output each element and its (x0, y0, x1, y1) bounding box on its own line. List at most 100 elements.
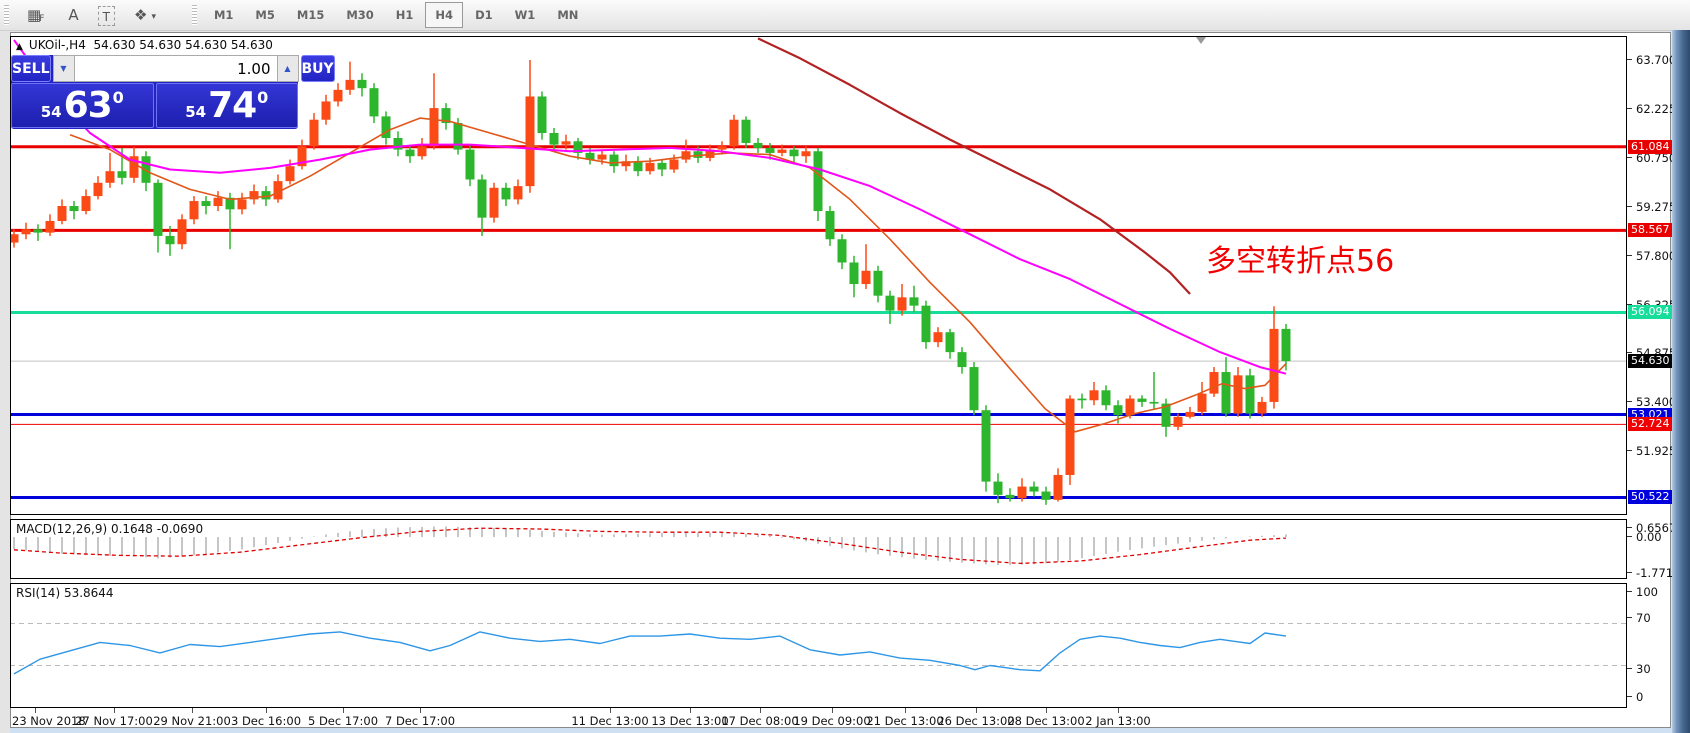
price-tick (1627, 401, 1632, 403)
macd-label: MACD(12,26,9) 0.1648 -0.0690 (16, 522, 204, 536)
line-studies-toolbar: ▦ F A T ❖ ▾ (15, 4, 168, 26)
sell-price-small: 54 (40, 102, 62, 121)
time-tick (690, 708, 691, 713)
time-tick-label[interactable]: 21 Dec 13:00 (866, 714, 944, 728)
toolbar-grip[interactable] (4, 5, 9, 25)
current-price-tag: 54.630 (1628, 354, 1678, 369)
indicator-tick (1627, 617, 1632, 618)
price-tick-label: 51.925 (1636, 443, 1677, 458)
time-tick-label[interactable]: 13 Dec 13:00 (651, 714, 729, 728)
time-tick (760, 708, 761, 713)
time-tick (610, 708, 611, 713)
timeframe-d1[interactable]: D1 (475, 8, 493, 22)
time-tick-label[interactable]: 7 Dec 17:00 (384, 714, 456, 728)
main-chart-canvas[interactable] (10, 36, 1631, 515)
price-tick (1627, 255, 1632, 257)
buy-price-small: 54 (185, 102, 207, 121)
time-tick-label[interactable]: 3 Dec 16:00 (230, 714, 302, 728)
time-tick-label[interactable]: 17 Dec 08:00 (721, 714, 799, 728)
volume-input[interactable] (74, 55, 277, 82)
level-price-tag: 58.567 (1628, 223, 1678, 238)
chart-header: ▲ UKOil-,H4 54.630 54.630 54.630 54.630 (16, 38, 273, 52)
arrows-icon[interactable]: ❖ ▾ (133, 6, 156, 24)
rsi-label: RSI(14) 53.8644 (16, 586, 114, 600)
buy-button[interactable]: BUY (300, 55, 335, 82)
time-tick (976, 708, 977, 713)
rsi-chart-canvas[interactable] (10, 583, 1627, 708)
time-tick (832, 708, 833, 713)
text-label-icon[interactable]: T (97, 6, 115, 26)
timeframe-mn[interactable]: MN (557, 8, 579, 22)
indicator-tick-label: 0 (1636, 690, 1644, 704)
fibonacci-grid-icon[interactable]: ▦ F (27, 6, 45, 24)
time-tick-label[interactable]: 28 Dec 13:00 (1007, 714, 1085, 728)
level-price-tag: 52.724 (1628, 417, 1678, 432)
chart-shift-marker[interactable] (1196, 37, 1206, 44)
buy-price-sup: 0 (257, 88, 269, 107)
timeframe-toolbar-grip[interactable] (191, 5, 197, 25)
price-tick-label: 57.800 (1636, 248, 1677, 263)
indicator-tick (1627, 668, 1632, 669)
price-tick (1627, 450, 1632, 452)
volume-increase-button[interactable]: ▲ (276, 55, 299, 82)
time-tick-label[interactable]: 23 Nov 2018 (12, 714, 86, 728)
indicator-tick-label: 0.6567 (1636, 521, 1677, 535)
price-tick (1627, 157, 1632, 159)
level-price-tag: 56.094 (1628, 305, 1678, 320)
sell-price-sup: 0 (112, 88, 124, 107)
price-tick (1627, 304, 1632, 306)
text-icon[interactable]: A (68, 6, 79, 24)
window-bottom-border (10, 728, 1672, 733)
indicator-tick-label: 100 (1636, 585, 1658, 599)
timeframe-m30[interactable]: M30 (346, 8, 374, 22)
time-tick-label[interactable]: 19 Dec 09:00 (793, 714, 871, 728)
time-tick-label[interactable]: 2 Jan 13:00 (1085, 714, 1151, 728)
timeframe-h1[interactable]: H1 (395, 8, 414, 22)
one-click-trading-panel: SELL ▼ ▲ BUY 54 63 0 54 74 0 (11, 55, 335, 129)
time-tick (1118, 708, 1119, 713)
price-tick-label: 53.400 (1636, 394, 1677, 409)
window-right-border (1672, 30, 1690, 733)
macd-chart-canvas[interactable] (10, 519, 1627, 579)
indicator-tick (1627, 536, 1632, 537)
time-tick (420, 708, 421, 713)
time-tick (266, 708, 267, 713)
time-tick-label[interactable]: 26 Dec 13:00 (937, 714, 1015, 728)
indicator-tick (1627, 591, 1632, 592)
timeframe-m1[interactable]: M1 (213, 8, 234, 22)
time-tick-label[interactable]: 11 Dec 13:00 (571, 714, 649, 728)
price-tick-label: 62.225 (1636, 101, 1677, 116)
time-tick-label[interactable]: 27 Nov 17:00 (75, 714, 153, 728)
volume-decrease-button[interactable]: ▼ (52, 55, 75, 82)
price-tick (1627, 206, 1632, 208)
sell-price-display[interactable]: 54 63 0 (11, 83, 154, 128)
price-tick-label: 63.700 (1636, 52, 1677, 67)
buy-price-big: 74 (208, 85, 257, 126)
ohlc-values: 54.630 54.630 54.630 54.630 (93, 38, 273, 52)
time-tick (1046, 708, 1047, 713)
time-tick (905, 708, 906, 713)
indicator-tick-label: 30 (1636, 662, 1651, 676)
timeframe-m5[interactable]: M5 (255, 8, 275, 22)
time-tick-label[interactable]: 5 Dec 17:00 (307, 714, 379, 728)
price-tick-label: 60.750 (1636, 150, 1677, 165)
sell-price-big: 63 (63, 85, 113, 126)
time-tick (114, 708, 115, 713)
time-tick-label[interactable]: 29 Nov 21:00 (153, 714, 231, 728)
level-price-tag: 50.522 (1628, 490, 1678, 505)
symbol-period-label: UKOil-,H4 (28, 38, 86, 52)
indicator-tick-label: -1.771 (1636, 566, 1674, 580)
price-tick (1627, 352, 1632, 354)
chart-annotation-text[interactable]: 多空转折点56 (1206, 244, 1395, 279)
timeframe-h4[interactable]: H4 (425, 2, 464, 28)
indicator-tick (1627, 572, 1632, 573)
top-toolbar: ▦ F A T ❖ ▾ M1 M5 M15 M30 H1 H4 D1 W1 MN (0, 0, 1690, 31)
time-tick (35, 708, 36, 713)
timeframe-m15[interactable]: M15 (296, 8, 325, 22)
sell-button[interactable]: SELL (11, 55, 51, 82)
time-tick (343, 708, 344, 713)
timeframe-w1[interactable]: W1 (514, 8, 536, 22)
collapse-icon[interactable]: ▲ (16, 42, 23, 52)
indicator-tick-label: 70 (1636, 611, 1651, 625)
buy-price-display[interactable]: 54 74 0 (155, 83, 298, 128)
